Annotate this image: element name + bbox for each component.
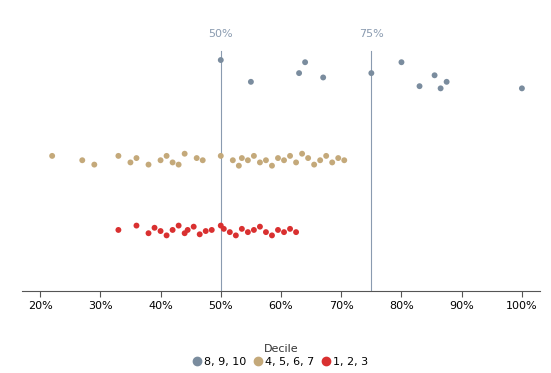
- Point: [285, 226, 294, 232]
- Point: [291, 159, 300, 165]
- Point: [367, 70, 376, 76]
- Point: [144, 230, 153, 236]
- Point: [316, 157, 325, 163]
- Point: [274, 155, 283, 161]
- Point: [150, 225, 159, 231]
- Point: [183, 227, 192, 233]
- Point: [156, 157, 165, 163]
- Point: [219, 226, 228, 232]
- Point: [217, 153, 225, 159]
- Point: [231, 232, 240, 238]
- Point: [168, 227, 177, 233]
- Point: [207, 227, 216, 233]
- Point: [334, 155, 343, 161]
- Point: [262, 229, 271, 235]
- Point: [304, 155, 312, 161]
- Point: [268, 163, 277, 169]
- Point: [201, 228, 210, 234]
- Point: [48, 153, 57, 159]
- Point: [78, 157, 87, 163]
- Point: [162, 232, 171, 238]
- Point: [144, 162, 153, 167]
- Point: [262, 157, 271, 163]
- Point: [285, 153, 294, 159]
- Point: [168, 159, 177, 165]
- Point: [180, 151, 189, 157]
- Point: [114, 227, 123, 233]
- Point: [217, 57, 225, 63]
- Point: [310, 162, 318, 167]
- Point: [298, 151, 306, 157]
- Point: [268, 232, 277, 238]
- Point: [279, 229, 288, 235]
- Point: [90, 162, 99, 167]
- Point: [397, 59, 406, 65]
- Point: [250, 227, 258, 233]
- Point: [256, 224, 264, 230]
- Point: [180, 230, 189, 236]
- Point: [132, 155, 141, 161]
- Point: [244, 157, 252, 163]
- Point: [436, 85, 445, 91]
- Point: [244, 229, 252, 235]
- Point: [225, 229, 234, 235]
- Point: [246, 79, 255, 85]
- Point: [234, 163, 243, 169]
- Point: [322, 153, 331, 159]
- Point: [291, 229, 300, 235]
- Point: [174, 223, 183, 229]
- Point: [217, 223, 225, 229]
- Point: [114, 153, 123, 159]
- Point: [430, 72, 439, 78]
- Point: [132, 223, 141, 229]
- Point: [162, 153, 171, 159]
- Text: 75%: 75%: [359, 29, 383, 39]
- Point: [229, 157, 237, 163]
- Legend: 8, 9, 10, 4, 5, 6, 7, 1, 2, 3: 8, 9, 10, 4, 5, 6, 7, 1, 2, 3: [194, 344, 368, 367]
- Point: [126, 159, 135, 165]
- Point: [295, 70, 304, 76]
- Point: [319, 75, 328, 81]
- Point: [442, 79, 451, 85]
- Point: [237, 226, 246, 232]
- Point: [328, 159, 337, 165]
- Point: [250, 153, 258, 159]
- Point: [198, 157, 207, 163]
- Point: [190, 224, 198, 230]
- Point: [517, 85, 526, 91]
- Point: [279, 157, 288, 163]
- Point: [256, 159, 264, 165]
- Point: [237, 155, 246, 161]
- Point: [415, 83, 424, 89]
- Point: [195, 231, 204, 237]
- Point: [340, 157, 349, 163]
- Point: [192, 155, 201, 161]
- Point: [174, 162, 183, 167]
- Point: [274, 227, 283, 233]
- Point: [301, 59, 310, 65]
- Text: 50%: 50%: [208, 29, 233, 39]
- Point: [156, 228, 165, 234]
